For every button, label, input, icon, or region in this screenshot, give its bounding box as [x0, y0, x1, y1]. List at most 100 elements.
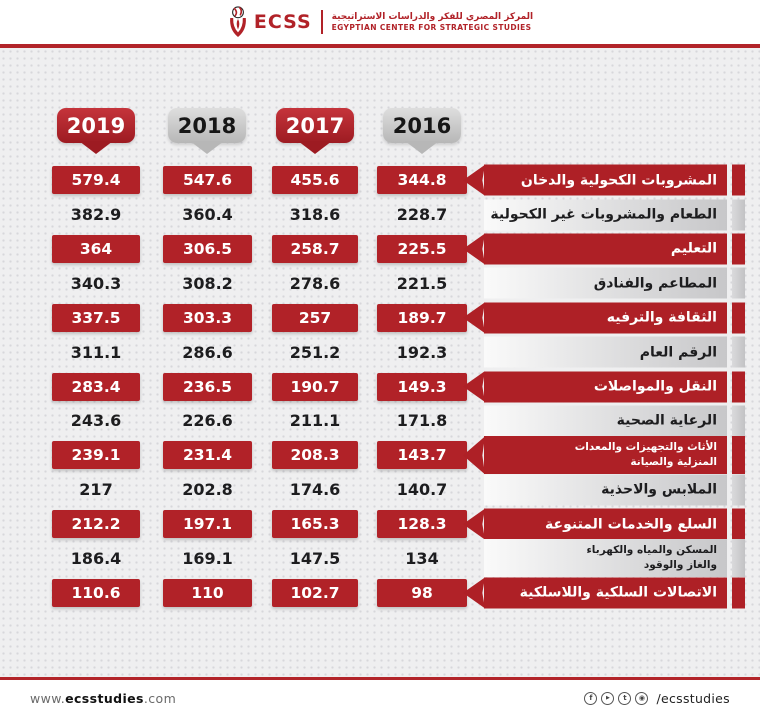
website-prefix: www. — [30, 691, 66, 706]
value-cell-2018: 169.1 — [163, 544, 252, 572]
table-row: 283.4 236.5 190.7 149.3 النقل والمواصلات — [0, 369, 760, 403]
category-label-line: الثقافة والترفيه — [606, 309, 717, 326]
social-handle[interactable]: /ecsstudies — [656, 691, 730, 706]
value-2016: 221.5 — [396, 273, 448, 293]
value-cell-2017: 165.3 — [272, 510, 358, 539]
value-2016: 143.7 — [397, 446, 447, 465]
value-2018: 169.1 — [182, 548, 233, 568]
category-label: النقل والمواصلات — [594, 377, 717, 395]
header-divider — [0, 44, 760, 48]
website-bold: ecsstudies — [65, 691, 144, 706]
value-cell-2016: 128.3 — [377, 510, 467, 539]
value-cell-2016: 225.5 — [377, 234, 467, 263]
value-cell-2016: 221.5 — [377, 269, 467, 297]
value-2019: 340.3 — [70, 273, 122, 293]
ecss-logo: ECSS المركز المصري للفكر والدراسات الاست… — [227, 6, 533, 38]
value-2018: 303.3 — [182, 308, 233, 327]
table-row: 186.4 169.1 147.5 134 المسكن والمياه وال… — [0, 539, 760, 578]
category-bar: الملابس والاحذية — [484, 474, 727, 506]
value-2019: 110.6 — [71, 583, 121, 602]
logo-wordmark: ECSS — [253, 11, 312, 33]
value-2017: 147.5 — [289, 548, 341, 568]
footer-divider — [0, 677, 760, 680]
value-2017: 251.2 — [289, 342, 341, 362]
value-2018: 110 — [191, 583, 224, 602]
value-2017: 318.6 — [289, 205, 341, 225]
header: ECSS المركز المصري للفكر والدراسات الاست… — [0, 0, 760, 44]
website-link[interactable]: www.ecsstudies.com — [30, 691, 176, 706]
category-label: المشروبات الكحولية والدخان — [521, 171, 717, 189]
value-2017: 208.3 — [290, 446, 340, 465]
value-cell-2016: 149.3 — [377, 372, 467, 401]
table-row: 239.1 231.4 208.3 143.7 الأثاث والتجهيزا… — [0, 436, 760, 475]
category-bar-cap — [732, 436, 745, 475]
category-bar: الأثاث والتجهيزات والمعدات المنزلية والصي… — [484, 436, 727, 475]
category-label-line: المشروبات الكحولية والدخان — [520, 172, 717, 189]
category-label: الاتصالات السلكية واللاسلكية — [520, 584, 717, 602]
value-cell-2016: 189.7 — [377, 303, 467, 332]
category-bar-cap — [732, 539, 745, 578]
value-cell-2016: 228.7 — [377, 201, 467, 229]
value-cell-2016: 192.3 — [377, 338, 467, 366]
category-label-line: الطعام والمشروبات غير الكحولية — [490, 206, 717, 223]
value-2018: 236.5 — [182, 377, 233, 396]
category-label-line: السلع والخدمات المتنوعة — [545, 516, 717, 532]
table-row: 579.4 547.6 455.6 344.8 المشروبات الكحول… — [0, 163, 760, 197]
table-row: 212.2 197.1 165.3 128.3 السلع والخدمات ا… — [0, 507, 760, 541]
category-bar: المشروبات الكحولية والدخان — [484, 164, 727, 196]
value-2016: 128.3 — [397, 515, 447, 534]
value-2017: 165.3 — [290, 515, 340, 534]
twitter-icon[interactable]: t — [618, 692, 632, 705]
value-2018: 547.6 — [182, 171, 233, 190]
youtube-icon[interactable]: ▶ — [601, 692, 615, 705]
website-suffix: .com — [143, 691, 177, 706]
category-label-line: المسكن والمياه والكهرباء — [586, 544, 717, 557]
category-label-line: الرقم العام — [639, 344, 717, 361]
value-2019: 239.1 — [71, 446, 121, 465]
category-label: التعليم — [671, 240, 717, 258]
category-bar: المسكن والمياه والكهرباء والغاز والوقود — [484, 539, 727, 578]
category-label: الرعاية الصحية — [617, 412, 717, 430]
value-cell-2016: 98 — [377, 578, 467, 607]
category-bar: الرقم العام — [484, 336, 727, 368]
value-cell-2018: 306.5 — [163, 234, 252, 263]
facebook-icon[interactable]: f — [584, 692, 598, 705]
value-2017: 190.7 — [290, 377, 340, 396]
value-2018: 231.4 — [182, 446, 233, 465]
value-cell-2019: 186.4 — [52, 544, 140, 572]
value-cell-2017: 147.5 — [272, 544, 358, 572]
category-label-line: الاتصالات السلكية واللاسلكية — [519, 584, 717, 601]
category-label: الرقم العام — [640, 343, 717, 361]
value-cell-2019: 283.4 — [52, 372, 140, 401]
value-cell-2018: 303.3 — [163, 303, 252, 332]
value-2019: 382.9 — [70, 205, 122, 225]
instagram-icon[interactable]: ◉ — [635, 692, 649, 705]
category-label: الثقافة والترفيه — [607, 309, 717, 327]
value-2018: 197.1 — [182, 515, 233, 534]
category-label: الطعام والمشروبات غير الكحولية — [490, 205, 717, 223]
value-2019: 283.4 — [71, 377, 121, 396]
value-cell-2019: 110.6 — [52, 578, 140, 607]
table-row: 217 202.8 174.6 140.7 الملابس والاحذية — [0, 473, 760, 507]
value-cell-2018: 286.6 — [163, 338, 252, 366]
ecss-emblem-icon — [229, 6, 246, 37]
category-label-line: النقل والمواصلات — [593, 378, 717, 395]
table-row: 364 306.5 258.7 225.5 التعليم — [0, 232, 760, 266]
value-cell-2016: 140.7 — [377, 476, 467, 504]
value-2019: 243.6 — [70, 411, 122, 431]
value-2016: 189.7 — [397, 308, 447, 327]
table-row: 337.5 303.3 257 189.7 الثقافة والترفيه — [0, 301, 760, 335]
value-2017: 174.6 — [289, 480, 341, 500]
value-2019: 337.5 — [71, 308, 121, 327]
value-2018: 202.8 — [182, 480, 233, 500]
value-cell-2019: 311.1 — [52, 338, 140, 366]
category-label-line: الأثاث والتجهيزات والمعدات — [574, 441, 717, 454]
category-label-line: والغاز والوقود — [643, 559, 717, 572]
table-row: 110.6 110 102.7 98 الاتصالات السلكية وال… — [0, 576, 760, 610]
category-bar-cap — [732, 474, 745, 506]
year-badge-2019: 2019 — [57, 108, 135, 143]
value-cell-2019: 239.1 — [52, 441, 140, 470]
table-row: 311.1 286.6 251.2 192.3 الرقم العام — [0, 335, 760, 369]
value-cell-2018: 236.5 — [163, 372, 252, 401]
value-cell-2019: 217 — [52, 476, 140, 504]
